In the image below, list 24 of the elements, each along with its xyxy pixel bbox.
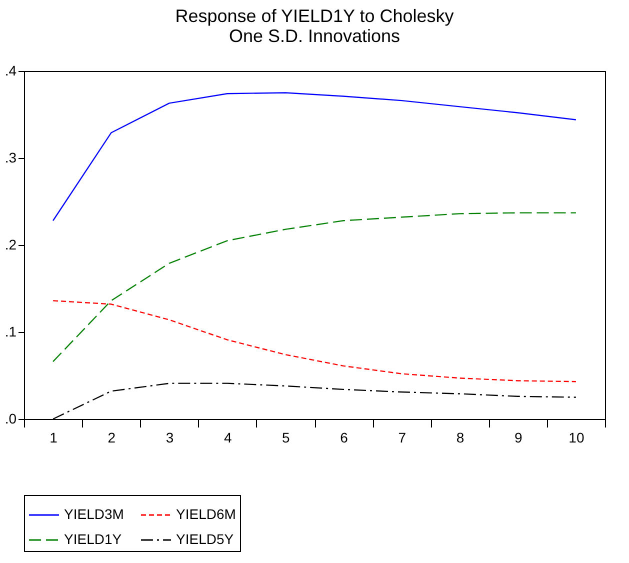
x-tick-label: 2	[108, 430, 116, 446]
line-series	[52, 212, 577, 362]
x-tick-label: 6	[340, 430, 348, 446]
legend-label: YIELD6M	[176, 506, 236, 522]
x-tick-label: 5	[282, 430, 290, 446]
x-tick-label: 4	[224, 430, 232, 446]
x-tick-label: 7	[398, 430, 406, 446]
x-tick-label: 8	[456, 430, 464, 446]
x-tick-label: 9	[514, 430, 522, 446]
line-series	[52, 382, 577, 420]
legend-label: YIELD1Y	[64, 531, 122, 547]
x-tick-label: 1	[50, 430, 58, 446]
legend-label: YIELD5Y	[176, 531, 234, 547]
y-tick-label: .2	[4, 236, 17, 252]
y-tick-label: .1	[4, 324, 17, 340]
chart-title: Response of YIELD1Y to Cholesky One S.D. Innovations	[175, 6, 454, 46]
x-tick-label: 10	[568, 430, 584, 446]
line-series	[52, 300, 577, 382]
x-tick-label: 3	[166, 430, 174, 446]
line-series	[52, 92, 577, 222]
legend-label: YIELD3M	[64, 506, 124, 522]
y-tick-label: .4	[4, 62, 17, 78]
y-tick-label: .0	[4, 410, 17, 426]
y-tick-label: .3	[4, 150, 17, 166]
